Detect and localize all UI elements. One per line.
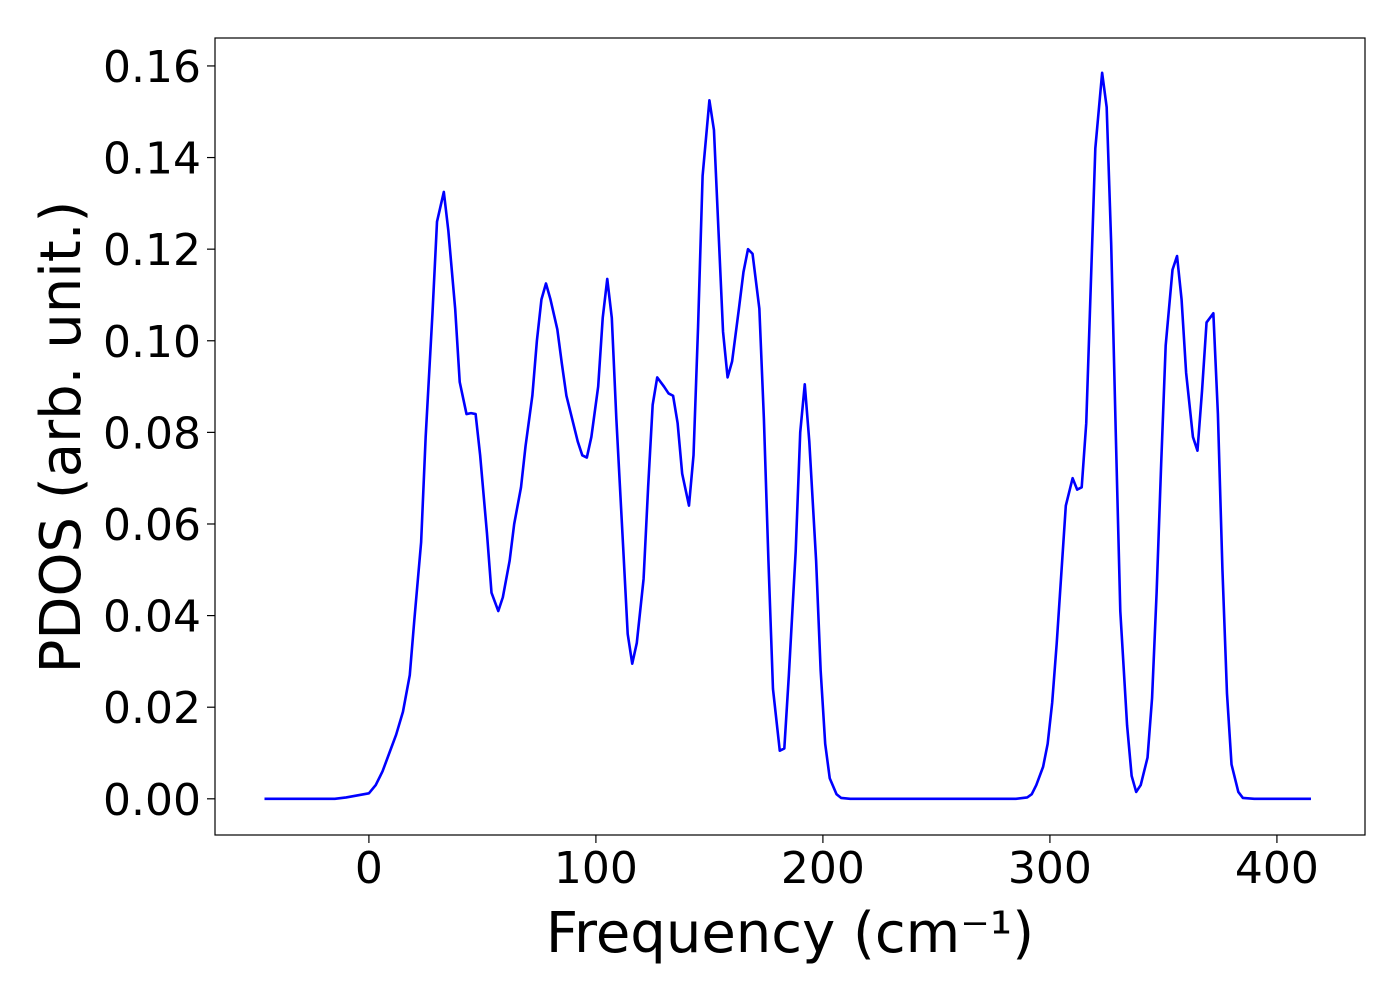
y-tick-label: 0.08 xyxy=(103,408,201,459)
x-tick-label: 300 xyxy=(1008,843,1092,894)
x-axis-label: Frequency (cm⁻¹) xyxy=(546,901,1034,966)
x-tick-label: 400 xyxy=(1235,843,1319,894)
y-axis-label: PDOS (arb. unit.) xyxy=(29,201,94,674)
plot-frame xyxy=(214,37,1366,836)
x-tick-label: 0 xyxy=(355,843,383,894)
x-tick-label: 200 xyxy=(781,843,865,894)
y-tick-label: 0.06 xyxy=(103,500,201,551)
data-line xyxy=(264,71,1311,801)
y-tick-label: 0.14 xyxy=(103,134,201,185)
y-tick-label: 0.16 xyxy=(103,42,201,93)
y-tick-label: 0.02 xyxy=(103,683,201,734)
y-tick-label: 0.04 xyxy=(103,592,201,643)
x-tick-label: 100 xyxy=(554,843,638,894)
y-tick-label: 0.00 xyxy=(103,775,201,826)
y-tick-label: 0.12 xyxy=(103,225,201,276)
y-tick-label: 0.10 xyxy=(103,317,201,368)
